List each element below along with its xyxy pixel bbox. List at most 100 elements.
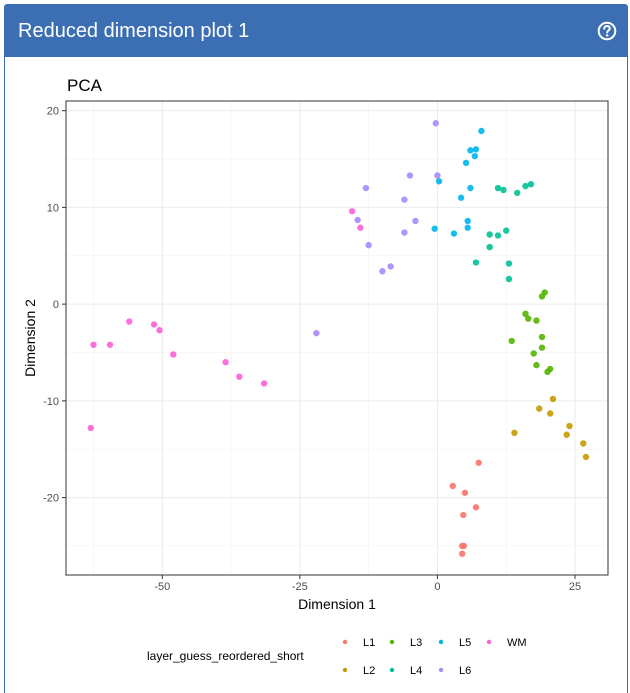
- point-l6: [379, 268, 386, 275]
- grid: [66, 101, 608, 575]
- y-axis-label: Dimension 2: [22, 299, 38, 377]
- legend-label-l3: L3: [410, 637, 422, 649]
- plot-area: [66, 101, 608, 575]
- point-wm: [260, 380, 268, 387]
- point-l1: [475, 459, 482, 466]
- point-l2: [566, 422, 573, 430]
- point-wm: [222, 358, 229, 366]
- chart-title: PCA: [67, 76, 103, 95]
- x-axis-label: Dimension 1: [298, 596, 376, 612]
- x-tick-label: 25: [569, 581, 581, 593]
- point-l1: [449, 482, 457, 490]
- x-tick-label: 0: [434, 581, 440, 593]
- point-l2: [582, 453, 590, 461]
- y-tick-label: -10: [43, 396, 59, 408]
- legend-key-l3: [389, 639, 395, 645]
- legend-label-l1: L1: [363, 637, 375, 649]
- point-l2: [563, 431, 570, 438]
- point-l4: [494, 184, 502, 192]
- point-l3: [538, 333, 546, 341]
- point-l4: [514, 189, 521, 197]
- point-l4: [486, 243, 493, 251]
- point-l1: [460, 511, 467, 519]
- point-l4: [527, 180, 535, 188]
- point-l5: [464, 224, 471, 231]
- point-wm: [106, 341, 114, 348]
- point-l6: [432, 120, 439, 127]
- question-circle-icon[interactable]: [597, 21, 617, 41]
- point-l3: [533, 317, 540, 324]
- legend-key-l4: [389, 667, 395, 673]
- point-l1: [458, 550, 466, 557]
- point-l6: [406, 172, 414, 179]
- legend-label-l5: L5: [459, 637, 471, 649]
- point-l4: [472, 259, 480, 266]
- point-l6: [401, 229, 408, 236]
- point-wm: [357, 224, 364, 231]
- point-l2: [580, 440, 587, 447]
- point-l4: [503, 227, 510, 234]
- point-l5: [478, 127, 485, 135]
- y-tick-label: 20: [47, 106, 59, 118]
- point-l6: [434, 172, 441, 179]
- point-l3: [508, 337, 515, 345]
- point-l5: [450, 230, 458, 237]
- point-l2: [549, 395, 557, 403]
- legend-label-l4: L4: [410, 665, 422, 677]
- point-l4: [500, 186, 507, 194]
- point-l6: [401, 196, 408, 203]
- legend-key-l1: [342, 639, 348, 645]
- legend-label-l6: L6: [459, 665, 471, 677]
- legend-key-l2: [342, 667, 348, 673]
- point-wm: [236, 373, 243, 380]
- y-tick-label: 10: [47, 202, 59, 214]
- legend: layer_guess_reordered_short L1 L2 L3 L4 L5 L6…: [147, 637, 527, 677]
- legend-label-wm: WM: [507, 637, 527, 649]
- point-l5: [472, 146, 480, 153]
- plot-border: [65, 100, 609, 576]
- point-l5: [435, 178, 443, 185]
- point-l3: [525, 315, 532, 322]
- point-l6: [354, 216, 361, 224]
- point-l2: [536, 405, 543, 412]
- point-l5: [464, 217, 471, 225]
- x-tick-label: -25: [292, 581, 308, 593]
- point-l6: [365, 241, 372, 249]
- points: [87, 120, 590, 557]
- point-l6: [313, 329, 320, 337]
- axes: -50 -25 0 25 -20 -10 0 10 20: [43, 106, 581, 593]
- legend-key-l6: [438, 667, 444, 673]
- point-l4: [505, 260, 513, 267]
- point-wm: [156, 327, 163, 334]
- point-l4: [522, 182, 529, 190]
- panel-header: Reduced dimension plot 1: [5, 5, 627, 57]
- point-wm: [126, 318, 133, 325]
- point-l4: [505, 275, 513, 283]
- point-l3: [538, 344, 546, 351]
- legend-key-wm: [486, 639, 492, 645]
- point-l4: [486, 231, 493, 238]
- point-l6: [387, 263, 394, 270]
- point-l2: [511, 429, 518, 436]
- point-l3: [544, 368, 551, 376]
- point-wm: [87, 424, 94, 432]
- legend-label-l2: L2: [363, 665, 375, 677]
- point-l1: [461, 489, 469, 496]
- point-l3: [530, 350, 537, 357]
- point-l6: [362, 184, 370, 192]
- point-wm: [90, 341, 97, 348]
- point-l5: [467, 184, 474, 192]
- point-l5: [462, 159, 470, 167]
- point-l2: [547, 410, 554, 417]
- legend-key-l5: [438, 639, 444, 645]
- panel-title: Reduced dimension plot 1: [18, 20, 250, 42]
- y-tick-label: -20: [43, 493, 59, 505]
- y-tick-label: 0: [53, 299, 59, 311]
- point-wm: [170, 351, 177, 358]
- legend-title: layer_guess_reordered_short: [147, 649, 304, 663]
- x-tick-label: -50: [154, 581, 170, 593]
- point-l3: [538, 293, 546, 300]
- point-l5: [467, 147, 474, 154]
- point-l6: [412, 217, 419, 225]
